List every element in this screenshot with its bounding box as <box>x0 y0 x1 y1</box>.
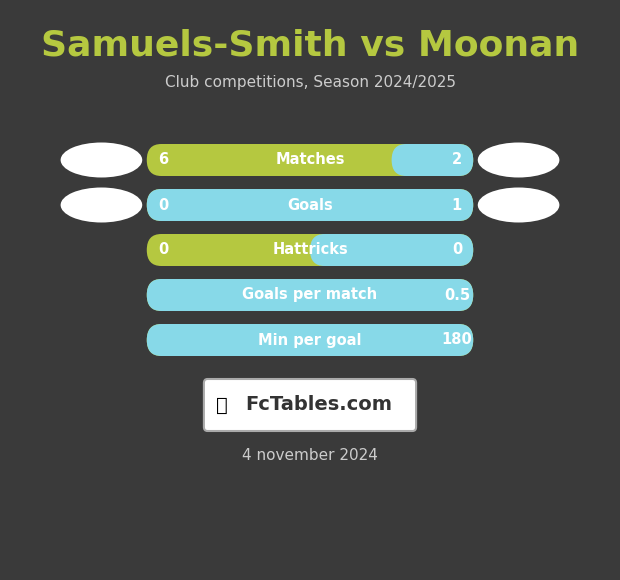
FancyBboxPatch shape <box>147 279 473 311</box>
FancyBboxPatch shape <box>147 189 473 221</box>
Text: Min per goal: Min per goal <box>259 332 361 347</box>
Text: 0.5: 0.5 <box>444 288 470 303</box>
FancyBboxPatch shape <box>147 324 473 356</box>
Text: 180: 180 <box>441 332 472 347</box>
Text: 📊: 📊 <box>216 396 228 415</box>
FancyBboxPatch shape <box>147 234 473 266</box>
Text: Goals: Goals <box>287 198 333 212</box>
Text: 6: 6 <box>158 153 168 168</box>
Text: Hattricks: Hattricks <box>272 242 348 258</box>
FancyBboxPatch shape <box>147 279 473 311</box>
Text: 0: 0 <box>452 242 462 258</box>
FancyBboxPatch shape <box>147 324 473 356</box>
Text: 0: 0 <box>158 242 168 258</box>
Text: 0: 0 <box>158 198 168 212</box>
Text: Goals per match: Goals per match <box>242 288 378 303</box>
FancyBboxPatch shape <box>310 234 473 266</box>
Text: Samuels-Smith vs Moonan: Samuels-Smith vs Moonan <box>41 28 579 62</box>
Ellipse shape <box>478 187 559 223</box>
Ellipse shape <box>61 187 142 223</box>
FancyBboxPatch shape <box>147 144 473 176</box>
Text: Matches: Matches <box>275 153 345 168</box>
FancyBboxPatch shape <box>392 144 473 176</box>
Ellipse shape <box>61 143 142 177</box>
Text: FcTables.com: FcTables.com <box>246 396 392 415</box>
Ellipse shape <box>478 143 559 177</box>
Text: 2: 2 <box>452 153 462 168</box>
FancyBboxPatch shape <box>204 379 416 431</box>
Text: 4 november 2024: 4 november 2024 <box>242 448 378 462</box>
FancyBboxPatch shape <box>147 189 473 221</box>
Text: 1: 1 <box>452 198 462 212</box>
Text: Club competitions, Season 2024/2025: Club competitions, Season 2024/2025 <box>164 74 456 89</box>
